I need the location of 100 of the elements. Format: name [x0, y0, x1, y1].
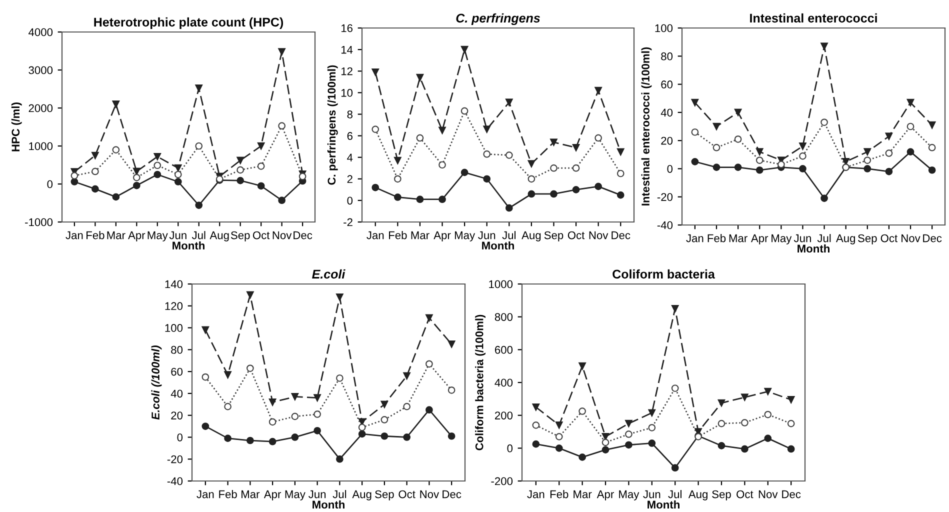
- y-tick-label: 200: [494, 412, 513, 420]
- x-tick-label: Feb: [389, 231, 407, 240]
- point: [671, 384, 679, 392]
- point: [403, 402, 410, 410]
- x-axis-title: Month: [482, 241, 514, 250]
- point: [764, 434, 772, 442]
- point: [505, 204, 513, 212]
- point: [403, 434, 410, 441]
- point: [291, 434, 299, 441]
- y-axis-title: C. perfringens (/100ml): [327, 65, 338, 185]
- point: [602, 446, 610, 454]
- point: [691, 128, 699, 136]
- point: [448, 386, 456, 394]
- x-tick-label: Mar: [107, 231, 126, 240]
- y-tick-label: -2: [344, 218, 352, 226]
- x-tick-label: Feb: [219, 490, 237, 498]
- x-tick-label: Dec: [612, 231, 630, 240]
- y-tick-label: 60: [661, 80, 673, 88]
- x-tick-label: Sep: [230, 231, 250, 242]
- y-axis-title: Intestinal enterococci (/100ml): [641, 47, 652, 206]
- point: [394, 156, 402, 164]
- point: [616, 170, 624, 178]
- point: [438, 161, 446, 169]
- point: [174, 170, 182, 178]
- point: [246, 291, 254, 299]
- point: [394, 175, 402, 183]
- point: [741, 445, 748, 453]
- point: [648, 424, 656, 432]
- point: [174, 178, 182, 186]
- point: [594, 182, 602, 190]
- point: [336, 374, 344, 382]
- point: [154, 170, 162, 178]
- point: [594, 86, 602, 94]
- y-tick-label: 100: [165, 324, 183, 332]
- point: [625, 430, 632, 438]
- point: [70, 178, 78, 186]
- point: [246, 436, 254, 444]
- point: [799, 142, 806, 150]
- point: [787, 420, 795, 428]
- point: [616, 191, 624, 199]
- point: [594, 134, 602, 142]
- point: [648, 409, 656, 417]
- x-tick-label: Nov: [589, 231, 608, 240]
- y-tick-label: 4: [347, 154, 353, 162]
- chart-title: C. perfringens: [456, 13, 540, 26]
- point: [906, 98, 914, 106]
- point: [756, 148, 764, 156]
- x-tick-label: Jun: [794, 234, 811, 242]
- point: [578, 454, 586, 461]
- point: [528, 175, 536, 183]
- point: [372, 68, 380, 76]
- x-tick-label: Dec: [923, 234, 942, 242]
- point: [380, 400, 388, 408]
- x-tick-label: Jun: [478, 231, 496, 240]
- chart-title: E.coli: [312, 269, 346, 279]
- y-tick-label: 0: [667, 164, 673, 173]
- point: [578, 362, 586, 370]
- point: [314, 410, 321, 418]
- point: [336, 293, 344, 301]
- x-tick-label: Jun: [643, 490, 660, 498]
- x-tick-label: Sep: [544, 231, 564, 242]
- point: [885, 168, 893, 176]
- point: [394, 194, 402, 201]
- point: [291, 412, 299, 420]
- point: [734, 108, 742, 116]
- y-tick-label: -20: [167, 455, 183, 464]
- point: [195, 84, 203, 92]
- y-tick-label: 12: [341, 67, 352, 76]
- point: [625, 420, 632, 428]
- point: [718, 442, 726, 450]
- x-tick-label: Apr: [596, 490, 614, 500]
- point: [236, 176, 244, 184]
- point: [928, 166, 936, 174]
- point: [132, 174, 140, 182]
- point: [787, 396, 795, 404]
- point: [224, 434, 232, 442]
- point: [236, 166, 244, 174]
- x-tick-label: Aug: [836, 234, 856, 244]
- point: [416, 196, 424, 204]
- point: [483, 126, 491, 133]
- y-tick-label: 10: [341, 88, 353, 97]
- point: [416, 74, 424, 82]
- point: [426, 406, 433, 414]
- point: [278, 196, 286, 204]
- point: [112, 193, 120, 201]
- point: [741, 394, 748, 401]
- y-tick-label: 140: [165, 280, 183, 288]
- point: [174, 164, 182, 172]
- y-axis-title: E.coli (/100ml): [151, 345, 162, 420]
- point: [224, 371, 232, 379]
- y-tick-label: 1000: [29, 142, 53, 150]
- x-tick-label: Dec: [442, 490, 462, 498]
- x-tick-label: May: [619, 490, 640, 500]
- y-tick-label: 20: [661, 136, 673, 145]
- point: [616, 148, 624, 156]
- point: [928, 144, 936, 152]
- y-tick-label: 400: [494, 378, 513, 387]
- x-tick-label: May: [772, 234, 792, 244]
- point: [712, 122, 720, 130]
- x-tick-label: Oct: [252, 231, 270, 240]
